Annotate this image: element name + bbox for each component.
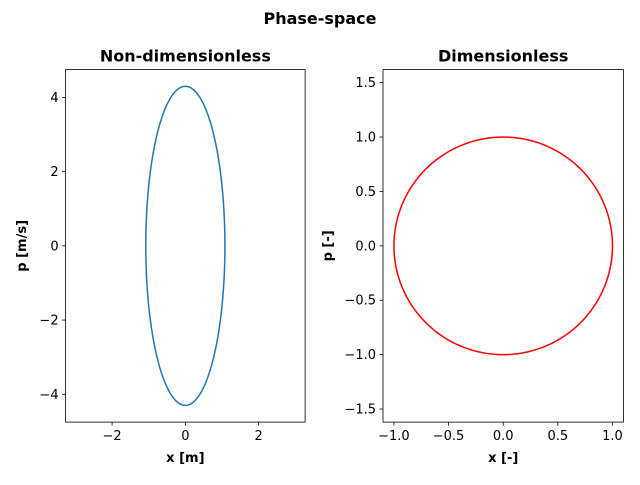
left-axes-title: Non-dimensionless: [100, 47, 271, 66]
right-ytick-label: 0.0: [355, 239, 376, 254]
right-ytick-label: 1.0: [355, 131, 376, 146]
right-axes: −1.0 −0.5 0.0 0.5 1.0−1.5−1.0−0.50.00.51.01.…: [321, 47, 624, 466]
left-series-line-0: [145, 85, 226, 407]
right-series-line-0: [393, 136, 614, 356]
left-xtick-label: 0: [181, 429, 189, 444]
right-xtick-label: −0.5: [433, 429, 465, 444]
right-xaxis-label: x [-]: [488, 451, 518, 466]
left-ytick-label: 4: [50, 91, 58, 106]
right-ytick-label: −1.5: [344, 403, 376, 418]
left-ytick-label: 0: [50, 239, 58, 254]
right-xtick-label: −1.0: [378, 429, 410, 444]
right-ytick-label: −0.5: [344, 294, 376, 309]
left-plot-frame: [65, 69, 306, 423]
left-xtick-label: −2: [103, 429, 122, 444]
left-ytick-label: 2: [50, 165, 58, 180]
left-ytick-label: −2: [39, 314, 58, 329]
right-xtick-label: 0.5: [547, 429, 568, 444]
right-plot-frame: [382, 69, 624, 423]
left-xaxis-label: x [m]: [166, 451, 204, 466]
right-axes-title: Dimensionless: [438, 47, 568, 66]
left-yaxis-label: p [m/s]: [15, 220, 30, 272]
left-xtick-label: 2: [254, 429, 262, 444]
left-ytick-label: −4: [39, 388, 58, 403]
right-ytick-label: 0.5: [355, 185, 376, 200]
axes-layer: −2 0 2 −4 −2 0 2 4 Non-dimensionless x [m] p [m/s]…: [15, 47, 624, 466]
figure-suptitle: Phase-space: [263, 9, 376, 28]
right-xtick-label: 1.0: [602, 429, 623, 444]
right-xtick-label: 0.0: [493, 429, 514, 444]
right-ytick-label: −1.0: [344, 348, 376, 363]
right-yaxis-label: p [-]: [321, 230, 336, 261]
right-ytick-label: 1.5: [355, 76, 376, 91]
left-axes: −2 0 2 −4 −2 0 2 4 Non-dimensionless x [m] p [m/s]: [15, 47, 306, 466]
